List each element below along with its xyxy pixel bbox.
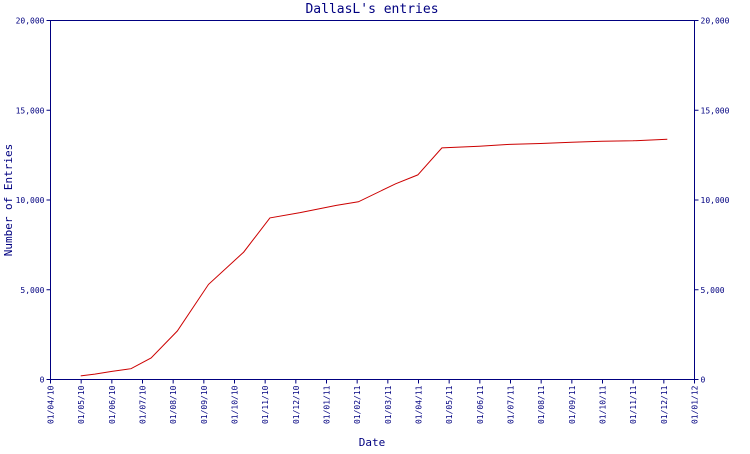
plot-frame <box>50 20 695 380</box>
x-tick-label: 01/12/11 <box>660 385 669 424</box>
x-tick-label: 01/07/11 <box>507 385 516 424</box>
y-tick-label-left: 10,000 <box>16 196 45 205</box>
x-tick-label: 01/03/11 <box>384 385 393 424</box>
y-tick-label-right: 5,000 <box>701 286 725 295</box>
x-tick-label: 01/07/10 <box>139 385 148 424</box>
x-tick-label: 01/11/10 <box>261 385 270 424</box>
x-tick-label: 01/10/10 <box>231 385 240 424</box>
y-axis-right: 0 5,000 10,000 15,000 20,000 <box>694 17 730 385</box>
x-tick-label: 01/09/10 <box>200 385 209 424</box>
y-axis-left: 0 5,000 10,000 15,000 20,000 <box>16 17 51 385</box>
x-tick-label: 01/12/10 <box>292 385 301 424</box>
series-layer <box>80 138 668 377</box>
y-tick-label-left: 0 <box>40 376 45 385</box>
x-tick-label: 01/01/11 <box>323 385 332 424</box>
y-tick-label-right: 20,000 <box>701 17 730 26</box>
x-tick-label: 01/11/11 <box>629 385 638 424</box>
x-tick-label: 01/06/10 <box>108 385 117 424</box>
x-tick-label: 01/04/10 <box>47 385 56 424</box>
series-line <box>80 138 668 377</box>
x-tick-label: 01/01/12 <box>691 385 700 424</box>
y-tick-label-right: 0 <box>701 376 706 385</box>
y-tick-label-left: 15,000 <box>16 106 45 115</box>
x-tick-label: 01/08/11 <box>537 385 546 424</box>
x-tick-label: 01/05/11 <box>445 385 454 424</box>
y-axis-label: Number of Entries <box>2 144 15 257</box>
x-tick-label: 01/08/10 <box>169 385 178 424</box>
x-axis: 01/04/10 01/05/10 01/06/10 01/07/10 01/08/10… <box>47 379 700 424</box>
x-tick-label: 01/06/11 <box>476 385 485 424</box>
x-tick-label: 01/04/11 <box>415 385 424 424</box>
x-tick-label: 01/05/10 <box>77 385 86 424</box>
y-tick-label-right: 15,000 <box>701 106 730 115</box>
y-tick-label-left: 20,000 <box>16 17 45 26</box>
x-tick-label: 01/02/11 <box>353 385 362 424</box>
x-axis-label: Date <box>359 436 386 449</box>
y-tick-label-right: 10,000 <box>701 196 730 205</box>
chart-title: DallasL's entries <box>305 2 438 17</box>
x-tick-label: 01/10/11 <box>599 385 608 424</box>
x-tick-label: 01/09/11 <box>568 385 577 424</box>
y-tick-label-left: 5,000 <box>20 286 44 295</box>
